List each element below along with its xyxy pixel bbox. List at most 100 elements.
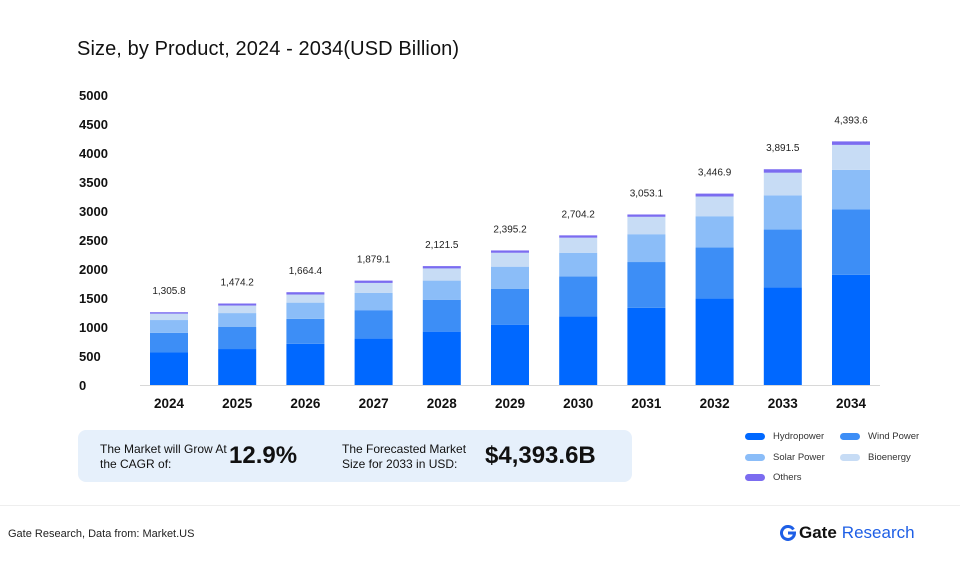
- bar-segment-wind-power: [627, 262, 666, 308]
- legend-swatch: [745, 474, 765, 481]
- y-tick-label: 1000: [79, 320, 108, 335]
- legend-item-solar-power: Solar Power: [745, 452, 825, 463]
- brand-name: Gate: [799, 523, 837, 542]
- y-tick-label: 2000: [79, 262, 108, 277]
- forecast-label: The Forecasted Market Size for 2033 in U…: [342, 442, 467, 471]
- bar-segment-solar-power: [150, 320, 188, 333]
- bar-segment-others: [559, 235, 598, 238]
- legend-item-wind-power: Wind Power: [840, 431, 919, 442]
- bar-segment-wind-power: [559, 276, 598, 317]
- bar-segment-solar-power: [559, 252, 598, 277]
- bar-segment-bioenergy: [763, 172, 802, 196]
- bar-segment-hydropower: [286, 343, 325, 385]
- bar-segment-wind-power: [422, 299, 461, 332]
- legend-label: Hydropower: [773, 431, 825, 442]
- bar-segment-hydropower: [763, 287, 802, 385]
- y-tick-label: 4000: [79, 146, 108, 161]
- x-tick-label: 2025: [222, 396, 253, 411]
- bar-segment-hydropower: [832, 274, 870, 385]
- bar-segment-hydropower: [559, 316, 598, 385]
- bar-segment-others: [218, 303, 257, 306]
- bar-segment-bioenergy: [422, 268, 461, 281]
- legend-item-hydropower: Hydropower: [745, 431, 824, 442]
- y-tick-label: 0: [79, 378, 86, 393]
- bar-segment-bioenergy: [491, 252, 529, 267]
- bar-segment-hydropower: [354, 338, 393, 385]
- bar-segment-bioenergy: [627, 216, 666, 235]
- bar-segment-hydropower: [150, 352, 188, 385]
- cagr-value: 12.9%: [229, 442, 298, 469]
- x-tick-label: 2032: [700, 396, 730, 411]
- bar-segment-solar-power: [218, 313, 257, 327]
- x-tick-label: 2029: [495, 396, 525, 411]
- bar-segment-wind-power: [150, 332, 188, 353]
- bar-segment-solar-power: [695, 216, 734, 248]
- bar-segment-solar-power: [832, 169, 870, 210]
- x-tick-label: 2034: [836, 396, 867, 411]
- bar-segment-solar-power: [286, 302, 325, 319]
- bar-total-label: 3,053.1: [630, 188, 664, 199]
- bar-total-label: 1,305.8: [152, 286, 186, 297]
- chart-title: Size, by Product, 2024 - 2034(USD Billio…: [77, 38, 460, 60]
- x-tick-label: 2028: [427, 396, 458, 411]
- bar-total-label: 1,664.4: [289, 266, 323, 277]
- x-tick-label: 2024: [154, 396, 185, 411]
- bar-segment-hydropower: [218, 349, 257, 385]
- bar-segment-others: [695, 193, 734, 197]
- bar-segment-wind-power: [354, 310, 393, 339]
- legend-label: Wind Power: [868, 431, 920, 442]
- bar-segment-bioenergy: [559, 237, 598, 253]
- bar-segment-bioenergy: [286, 294, 325, 303]
- bar-segment-solar-power: [763, 195, 802, 230]
- bar-segment-hydropower: [695, 298, 734, 385]
- summary-box: The Market will Grow At the CAGR of: 12.…: [78, 430, 632, 482]
- bar-segment-bioenergy: [218, 305, 257, 314]
- bar-segment-others: [627, 214, 666, 217]
- bar-segment-others: [763, 169, 802, 173]
- bar-segment-wind-power: [491, 288, 529, 325]
- bar-segment-hydropower: [491, 324, 529, 385]
- legend-label: Bioenergy: [868, 452, 911, 463]
- bar-total-label: 1,879.1: [357, 255, 391, 266]
- bar-total-label: 1,474.2: [221, 278, 255, 289]
- x-tick-label: 2033: [768, 396, 799, 411]
- bar-total-label: 2,704.2: [562, 209, 596, 220]
- bar-segment-others: [832, 141, 870, 145]
- y-tick-label: 5000: [79, 88, 108, 103]
- x-tick-label: 2031: [631, 396, 662, 411]
- bar-segment-others: [286, 292, 325, 295]
- bar-total-label: 2,395.2: [493, 224, 527, 235]
- bar-segment-wind-power: [763, 229, 802, 288]
- x-tick-label: 2027: [359, 396, 389, 411]
- cagr-label: The Market will Grow At the CAGR of:: [100, 442, 227, 471]
- source-note: Gate Research, Data from: Market.US: [8, 528, 195, 540]
- bar-segment-others: [150, 312, 188, 314]
- legend-swatch: [840, 433, 860, 440]
- bar-total-label: 4,393.6: [834, 115, 868, 126]
- bar-total-label: 2,121.5: [425, 240, 459, 251]
- bar-segment-bioenergy: [695, 196, 734, 217]
- y-tick-label: 1500: [79, 291, 108, 306]
- forecast-value: $4,393.6B: [485, 442, 596, 469]
- bar-total-label: 3,446.9: [698, 168, 732, 179]
- bar-segment-bioenergy: [832, 144, 870, 170]
- bar-segment-bioenergy: [150, 313, 188, 321]
- bar-segment-wind-power: [218, 327, 257, 350]
- gate-logo-icon: [780, 525, 796, 541]
- bar-segment-solar-power: [422, 280, 461, 300]
- legend-label: Solar Power: [773, 452, 825, 463]
- x-tick-label: 2026: [290, 396, 321, 411]
- legend-swatch: [840, 454, 860, 461]
- bar-segment-others: [354, 280, 393, 283]
- bar-segment-others: [422, 266, 461, 269]
- footer-divider: [0, 505, 960, 506]
- y-tick-label: 500: [79, 349, 101, 364]
- legend-label: Others: [773, 472, 802, 483]
- bar-segment-solar-power: [491, 266, 529, 289]
- bar-total-label: 3,891.5: [766, 143, 800, 154]
- y-tick-label: 4500: [79, 117, 108, 132]
- bar-segment-solar-power: [627, 234, 666, 263]
- legend-swatch: [745, 433, 765, 440]
- y-tick-label: 2500: [79, 233, 108, 248]
- bar-segment-wind-power: [832, 209, 870, 275]
